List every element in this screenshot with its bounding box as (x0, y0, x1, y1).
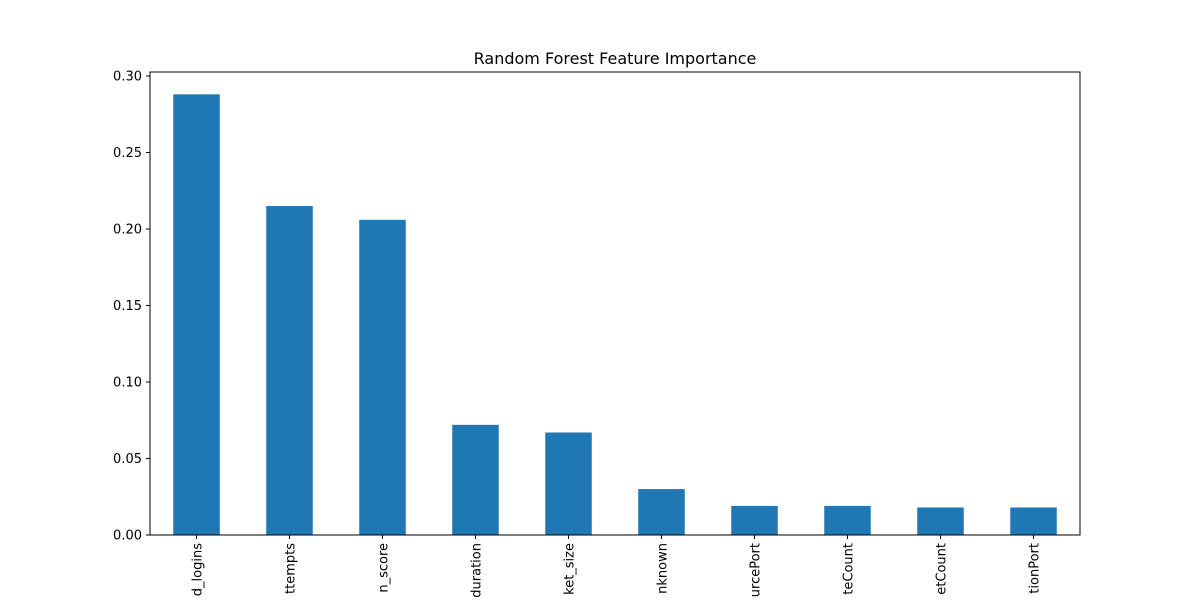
bar-2 (359, 219, 406, 535)
x-tick-label-7: teCount (842, 543, 857, 595)
y-tick-label-0: 0.00 (113, 529, 142, 544)
bar-1 (266, 206, 313, 536)
x-tick-label-5: nknown (656, 543, 671, 594)
x-tick-label-0: d_logins (191, 543, 206, 596)
x-tick-label-4: ket_size (563, 543, 578, 595)
bar-0 (173, 94, 220, 536)
bars (173, 94, 1057, 536)
x-tick-label-3: duration (470, 543, 485, 598)
x-tick-label-2: n_score (377, 543, 392, 593)
bar-3 (452, 424, 499, 535)
y-axis: 0.00 0.05 0.10 0.15 0.20 0.25 0.30 (113, 70, 150, 544)
chart-title: Random Forest Feature Importance (474, 49, 757, 68)
y-tick-label-4: 0.20 (113, 223, 142, 238)
bar-4 (545, 432, 592, 535)
bar-5 (638, 489, 685, 535)
x-tick-label-8: etCount (935, 543, 950, 595)
y-tick-label-3: 0.15 (113, 299, 142, 314)
y-tick-label-2: 0.10 (113, 376, 142, 391)
y-tick-label-6: 0.30 (113, 70, 142, 85)
bar-6 (731, 505, 778, 535)
bar-9 (1010, 507, 1057, 535)
bar-7 (824, 505, 871, 535)
x-tick-label-1: ttempts (284, 543, 299, 594)
y-tick-label-5: 0.25 (113, 146, 142, 161)
y-tick-label-1: 0.05 (113, 452, 142, 467)
bar-8 (917, 507, 964, 535)
x-axis: d_logins ttempts n_score duration ket_size nk… (191, 535, 1043, 598)
x-tick-label-9: tionPort (1028, 543, 1043, 594)
plot-frame (149, 71, 1081, 536)
x-tick-label-6: urcePort (749, 543, 764, 597)
